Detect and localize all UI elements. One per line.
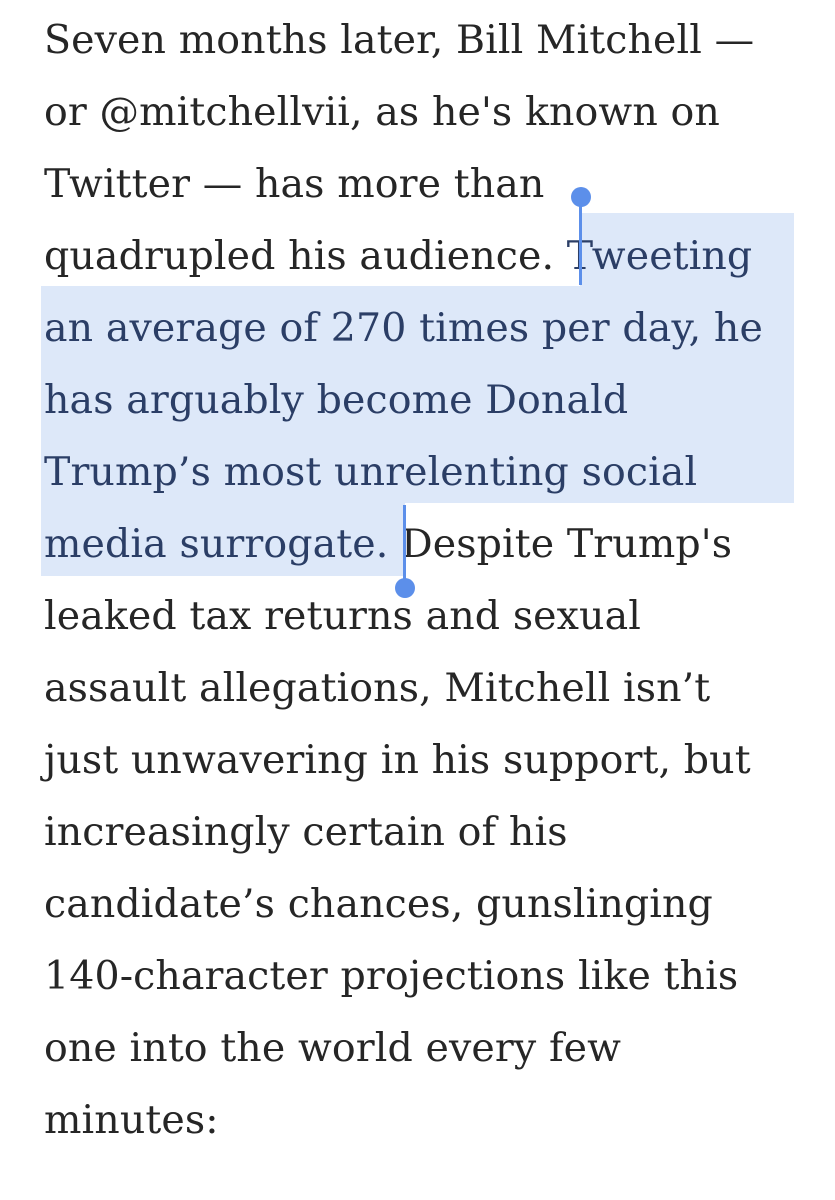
- line-text: assault allegations, Mitchell isn’t: [44, 665, 711, 711]
- line-text: increasingly certain of his: [44, 809, 568, 855]
- selected-text: Tweeting: [566, 233, 753, 279]
- paragraph-line-6[interactable]: has arguably become Donald: [44, 365, 628, 435]
- line-text: Twitter — has more than: [44, 161, 545, 207]
- paragraph-line-14[interactable]: 140-character projections like this: [44, 941, 738, 1011]
- selection-highlight-line-6: [41, 358, 794, 431]
- line-text: minutes:: [44, 1097, 219, 1143]
- selected-text: Trump’s most unrelenting social: [44, 449, 698, 495]
- paragraph-line-4[interactable]: quadrupled his audience. Tweeting: [44, 221, 752, 291]
- line-text: one into the world every few: [44, 1025, 622, 1071]
- line-text: quadrupled his audience.: [44, 233, 567, 279]
- selection-start-stem[interactable]: [579, 200, 582, 285]
- selection-highlight-line-8: [41, 503, 405, 576]
- line-text: leaked tax returns and sexual: [44, 593, 641, 639]
- selection-start-knob[interactable]: [571, 187, 591, 207]
- line-text: 140-character projections like this: [44, 953, 739, 999]
- line-text: just unwavering in his support, but: [44, 737, 751, 783]
- paragraph-line-9[interactable]: leaked tax returns and sexual: [44, 581, 641, 651]
- paragraph-line-5[interactable]: an average of 270 times per day, he: [44, 293, 763, 363]
- paragraph-line-3[interactable]: Twitter — has more than: [44, 149, 544, 219]
- line-text: candidate’s chances, gunslinging: [44, 881, 713, 927]
- paragraph-line-15[interactable]: one into the world every few: [44, 1013, 621, 1083]
- selected-text: an average of 270 times per day, he: [44, 305, 763, 351]
- paragraph-line-10[interactable]: assault allegations, Mitchell isn’t: [44, 653, 710, 723]
- paragraph-line-2[interactable]: or @mitchellvii, as he's known on: [44, 77, 720, 147]
- paragraph-line-11[interactable]: just unwavering in his support, but: [44, 725, 751, 795]
- paragraph-line-1[interactable]: Seven months later, Bill Mitchell —: [44, 5, 754, 75]
- line-text: or @mitchellvii, as he's known on: [44, 89, 720, 135]
- selection-highlight-line-4: [580, 213, 794, 286]
- selection-end-stem[interactable]: [403, 505, 406, 585]
- line-text: Despite Trump's: [388, 521, 733, 567]
- selected-text: media surrogate.: [44, 521, 389, 567]
- paragraph-line-8[interactable]: media surrogate. Despite Trump's: [44, 509, 732, 579]
- selected-text: has arguably become Donald: [44, 377, 629, 423]
- paragraph-line-16[interactable]: minutes:: [44, 1085, 219, 1155]
- paragraph-line-12[interactable]: increasingly certain of his: [44, 797, 568, 867]
- paragraph-line-13[interactable]: candidate’s chances, gunslinging: [44, 869, 713, 939]
- selection-highlight-line-7: [41, 430, 794, 503]
- paragraph-line-7[interactable]: Trump’s most unrelenting social: [44, 437, 697, 507]
- line-text: Seven months later, Bill Mitchell —: [44, 17, 755, 63]
- selection-end-knob[interactable]: [395, 578, 415, 598]
- selection-highlight-line-5: [41, 286, 794, 359]
